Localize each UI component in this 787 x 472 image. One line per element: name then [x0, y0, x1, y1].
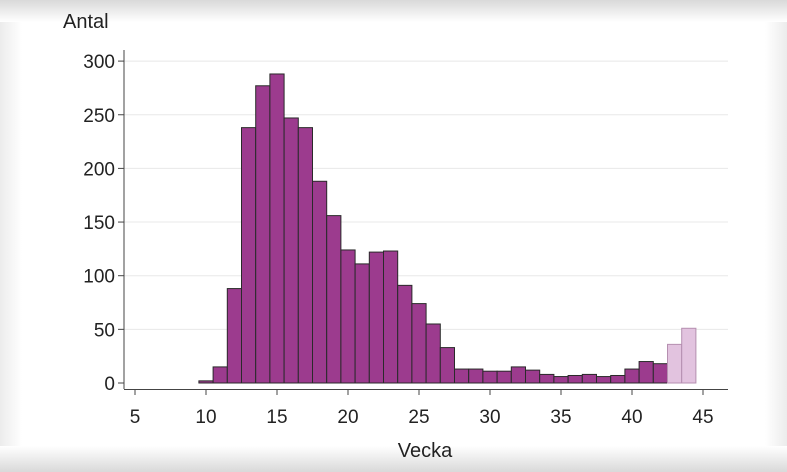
bar [638, 361, 654, 384]
bar [610, 374, 626, 384]
x-tick-label: 10 [195, 407, 216, 428]
bar [383, 250, 399, 384]
bar [411, 303, 427, 384]
bar [510, 366, 526, 384]
bar [368, 251, 384, 384]
bar [340, 249, 356, 384]
bar [269, 73, 285, 384]
bar [596, 376, 612, 384]
bar [525, 369, 541, 384]
x-tick-label: 25 [408, 407, 429, 428]
x-tick-label: 35 [550, 407, 571, 428]
bar [624, 368, 640, 384]
bars [198, 73, 697, 384]
y-tick-label: 50 [94, 320, 115, 341]
x-ticks: 5 10 15 20 25 30 35 40 45 [130, 389, 714, 428]
bar [283, 117, 299, 384]
x-axis-title: Vecka [398, 440, 453, 462]
bar [425, 323, 441, 384]
bar [581, 373, 597, 384]
y-tick-label: 250 [83, 106, 115, 127]
axes [123, 50, 728, 390]
bar [255, 85, 271, 384]
bar [198, 380, 214, 384]
bar [326, 215, 342, 384]
bar [667, 343, 683, 384]
bar [652, 363, 668, 384]
y-tick-label: 200 [83, 159, 115, 180]
bar [312, 180, 328, 384]
bar [212, 366, 228, 384]
x-tick-label: 40 [621, 407, 642, 428]
bar [567, 374, 583, 384]
bar [354, 263, 370, 384]
bar [226, 288, 243, 384]
bar [241, 127, 257, 384]
bar [553, 376, 569, 384]
x-tick-label: 15 [266, 407, 287, 428]
bar [539, 373, 555, 384]
y-tick-label: 0 [104, 374, 115, 395]
y-tick-label: 100 [83, 267, 115, 288]
y-tick-label: 150 [83, 213, 115, 234]
y-ticks: 0 50 100 150 200 250 300 [83, 52, 124, 395]
bar [496, 370, 512, 384]
x-tick-label: 45 [692, 407, 713, 428]
bar [439, 347, 455, 384]
bar [397, 284, 413, 384]
bar [482, 370, 498, 384]
y-axis-title: Antal [63, 11, 109, 33]
y-tick-label: 300 [83, 52, 115, 73]
x-tick-label: 30 [479, 407, 500, 428]
bar [454, 368, 470, 384]
bar [681, 327, 697, 384]
bar [468, 368, 484, 384]
x-tick-label: 20 [337, 407, 358, 428]
bar [297, 127, 313, 384]
gridlines [124, 60, 728, 330]
x-tick-label: 5 [130, 407, 141, 428]
